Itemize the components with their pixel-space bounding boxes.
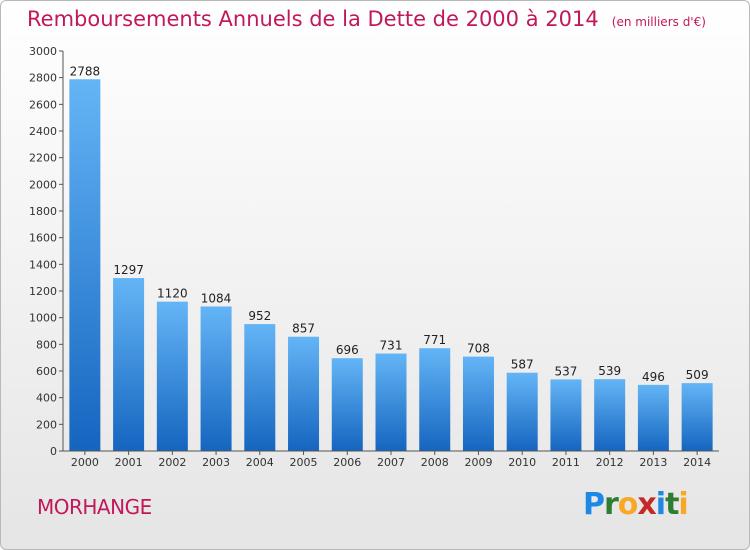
y-tick-label: 0 (50, 445, 57, 458)
bars-group: 2788 1297 1120 1084 952 857 696 731 771 708 587 537… (69, 64, 713, 452)
bar (550, 379, 582, 451)
logo-letter: x (637, 487, 656, 522)
bar (594, 379, 626, 451)
bar (637, 384, 669, 451)
y-tick-label: 800 (36, 338, 57, 351)
bar-value-label: 952 (248, 309, 271, 323)
bar (69, 79, 101, 452)
x-tick-label: 2010 (508, 456, 536, 469)
y-tick-label: 1400 (29, 258, 57, 271)
logo-letter: i (678, 487, 688, 522)
bar (288, 336, 320, 451)
bar (506, 372, 538, 451)
y-tick-label: 2000 (29, 178, 57, 191)
x-tick-label: 2008 (421, 456, 449, 469)
x-tick-label: 2009 (464, 456, 492, 469)
x-axis: 2000 2001 2002 2003 2004 2005 2006 2007 2008 2009… (63, 450, 719, 469)
bar-value-label: 2788 (70, 64, 101, 78)
bar (375, 353, 407, 451)
bar (331, 358, 363, 451)
bar-value-label: 857 (292, 322, 315, 336)
y-tick-label: 1600 (29, 232, 57, 245)
x-tick-label: 2012 (596, 456, 624, 469)
x-tick-label: 2011 (552, 456, 580, 469)
bar-value-label: 496 (642, 370, 665, 384)
bar (156, 301, 188, 451)
bar-value-label: 537 (554, 364, 577, 378)
bar-value-label: 1297 (113, 263, 144, 277)
y-tick-label: 600 (36, 365, 57, 378)
logo-letter: t (665, 487, 679, 522)
y-tick-label: 2600 (29, 98, 57, 111)
bar-value-label: 708 (467, 342, 490, 356)
x-tick-label: 2007 (377, 456, 405, 469)
x-tick-label: 2001 (115, 456, 143, 469)
y-tick-label: 2800 (29, 72, 57, 85)
y-axis: 0 200 400 600 800 1000 1200 1400 1600 1800 2000 220… (29, 45, 64, 458)
bar-value-label: 1120 (157, 287, 188, 301)
x-tick-label: 2013 (639, 456, 667, 469)
title-row: Remboursements Annuels de la Dette de 20… (27, 7, 706, 31)
x-tick-label: 2002 (158, 456, 186, 469)
bar (200, 306, 232, 451)
bar-value-label: 587 (511, 358, 534, 372)
y-tick-label: 2200 (29, 152, 57, 165)
y-tick-label: 2400 (29, 125, 57, 138)
x-tick-label: 2003 (202, 456, 230, 469)
bar (244, 324, 276, 451)
x-tick-label: 2004 (246, 456, 274, 469)
x-tick-label: 2006 (333, 456, 361, 469)
bar-value-label: 1084 (201, 291, 232, 305)
logo-letter: o (617, 487, 639, 522)
logo-letter: P (583, 487, 605, 522)
x-tick-label: 2014 (683, 456, 711, 469)
bar (113, 278, 145, 451)
chart-title: Remboursements Annuels de la Dette de 20… (27, 7, 599, 31)
proxiti-logo[interactable]: Proxiti (583, 487, 689, 522)
logo-letter: i (655, 487, 666, 522)
bar-value-label: 731 (380, 339, 403, 353)
bar (462, 356, 494, 451)
y-tick-label: 1800 (29, 205, 57, 218)
bar (419, 348, 451, 451)
unit-label: (en milliers d'€) (611, 15, 706, 29)
y-tick-label: 1200 (29, 285, 57, 298)
commune-name: MORHANGE (37, 495, 152, 519)
bar-value-label: 539 (598, 364, 621, 378)
x-tick-label: 2005 (290, 456, 318, 469)
y-tick-label: 1000 (29, 312, 57, 325)
bar-value-label: 696 (336, 343, 359, 357)
bar-value-label: 771 (423, 333, 446, 347)
y-tick-label: 3000 (29, 45, 57, 58)
logo-letter: r (604, 487, 619, 522)
y-tick-label: 200 (36, 418, 57, 431)
y-tick-label: 400 (36, 392, 57, 405)
bar-value-label: 509 (686, 368, 709, 382)
bar (681, 383, 713, 451)
x-tick-label: 2000 (71, 456, 99, 469)
